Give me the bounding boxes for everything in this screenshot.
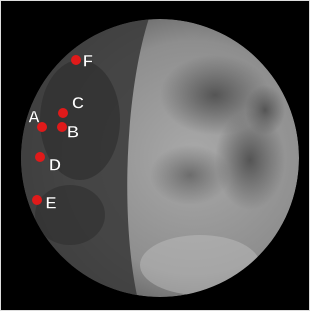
marker-dot — [71, 55, 81, 65]
marker-label: C — [72, 93, 84, 112]
marker-label: D — [49, 155, 61, 174]
marker-dot — [58, 108, 68, 118]
marker-dot — [32, 195, 42, 205]
marker-dot — [57, 122, 67, 132]
marker-label: A — [28, 107, 40, 126]
moon-image: F C A BDE — [0, 0, 310, 311]
page: {"markers": [{"label": "F"}, {"label": "… — [0, 0, 310, 311]
marker-label: B — [67, 122, 79, 141]
marker-dot — [35, 152, 45, 162]
marker-label: F — [83, 51, 93, 70]
marker-label: E — [45, 193, 56, 212]
